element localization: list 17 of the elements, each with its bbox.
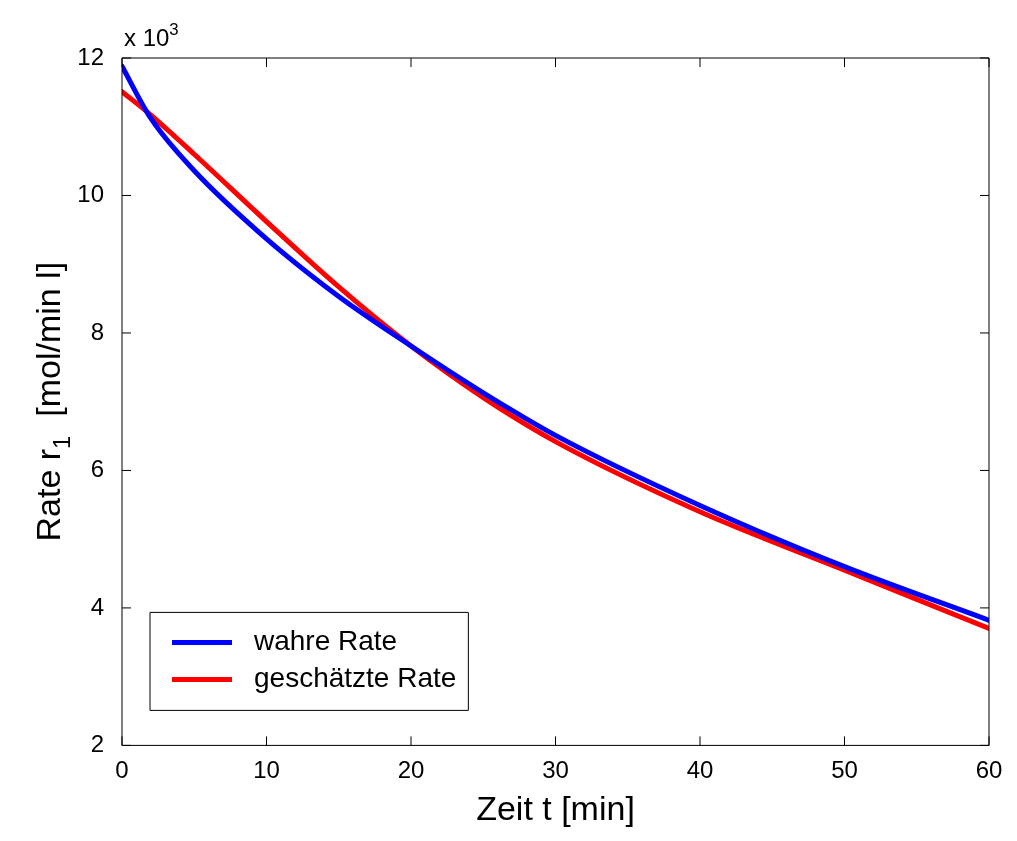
x-axis-title: Zeit t [min] <box>476 788 635 827</box>
x-tick-label: 60 <box>975 756 1003 784</box>
legend-label: wahre Rate <box>253 625 398 657</box>
y-axis-title: Rate r1 [mol/min l] <box>29 261 76 542</box>
x-tick-label: 10 <box>253 756 280 784</box>
x-tick-label: 0 <box>115 756 129 784</box>
x-tick-label: 50 <box>831 756 858 784</box>
x-tick-label: 20 <box>397 756 425 784</box>
x-tick-label: 40 <box>686 756 714 784</box>
legend-label: geschätzte Rate <box>254 662 457 694</box>
y-tick-label: 2 <box>90 730 104 758</box>
y-tick-label: 6 <box>90 455 104 483</box>
x-tick-label: 30 <box>542 756 569 784</box>
y-tick-label: 12 <box>77 42 104 70</box>
y-tick-label: 4 <box>90 592 104 620</box>
y-tick-label: 10 <box>77 180 104 208</box>
y-tick-label: 8 <box>90 317 104 345</box>
